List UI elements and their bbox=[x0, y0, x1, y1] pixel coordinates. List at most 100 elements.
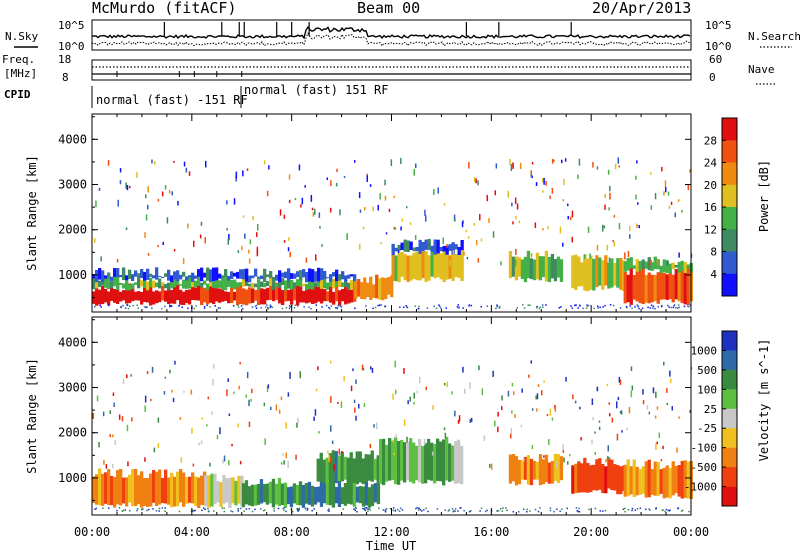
echo-point bbox=[102, 411, 105, 417]
echo-point bbox=[281, 307, 284, 310]
echo-point bbox=[605, 458, 607, 463]
heatmap-cell bbox=[314, 285, 318, 304]
heatmap-cell bbox=[119, 291, 123, 302]
echo-point bbox=[499, 305, 501, 308]
heatmap-cell bbox=[277, 477, 282, 506]
heatmap-cell bbox=[623, 464, 627, 497]
echo-point bbox=[658, 432, 661, 439]
heatmap-cell bbox=[104, 288, 108, 303]
echo-point bbox=[400, 157, 402, 164]
echo-point bbox=[233, 391, 235, 394]
echo-point bbox=[172, 397, 175, 403]
echo-point bbox=[179, 417, 182, 420]
heatmap-cell bbox=[686, 265, 690, 305]
heatmap-cell bbox=[140, 471, 144, 508]
echo-point bbox=[618, 223, 621, 230]
echo-point bbox=[578, 511, 581, 513]
heatmap-cell bbox=[182, 291, 186, 305]
echo-point bbox=[270, 305, 272, 308]
echo-point bbox=[531, 408, 534, 411]
echo-point bbox=[683, 305, 686, 308]
echo-point bbox=[239, 461, 242, 465]
echo-point bbox=[526, 511, 528, 513]
echo-point bbox=[263, 509, 266, 511]
echo-point bbox=[162, 241, 164, 246]
echo-point bbox=[119, 168, 122, 173]
echo-point bbox=[108, 507, 110, 509]
echo-point bbox=[237, 423, 239, 428]
echo-point bbox=[607, 445, 609, 452]
echo-point bbox=[449, 259, 451, 266]
echo-point bbox=[433, 189, 435, 195]
echo-point bbox=[145, 306, 147, 309]
echo-point bbox=[200, 221, 203, 226]
colorbar-frame bbox=[721, 330, 738, 507]
heatmap-cell bbox=[511, 454, 516, 482]
echo-point bbox=[406, 206, 408, 209]
heatmap-cell bbox=[343, 483, 348, 506]
echo-point bbox=[233, 198, 236, 205]
heatmap-cell bbox=[257, 279, 261, 290]
heatmap-cell bbox=[397, 441, 401, 485]
echo-point bbox=[665, 186, 667, 193]
heatmap-cell bbox=[221, 285, 225, 302]
x-tick-labels: 00:00 04:00 08:00 12:00 16:00 20:00 00:00 bbox=[74, 525, 709, 539]
echo-point bbox=[604, 193, 606, 199]
echo-point bbox=[542, 177, 544, 183]
echo-point bbox=[688, 510, 690, 513]
heatmap-cell bbox=[107, 469, 111, 506]
echo-point bbox=[154, 161, 156, 165]
colorbar-segment bbox=[722, 447, 737, 468]
heatmap-cell bbox=[556, 454, 561, 483]
echo-point bbox=[648, 508, 650, 510]
heatmap-cell bbox=[457, 439, 461, 484]
heatmap-cell bbox=[161, 478, 165, 503]
echo-point bbox=[330, 425, 332, 432]
echo-point bbox=[502, 507, 504, 509]
heatmap-cell bbox=[316, 458, 320, 482]
echo-point bbox=[672, 306, 674, 309]
echo-point bbox=[127, 461, 129, 467]
echo-point bbox=[118, 414, 121, 420]
heatmap-cell bbox=[275, 282, 279, 300]
echo-point bbox=[288, 174, 291, 180]
echo-point bbox=[543, 380, 545, 383]
heatmap-cell bbox=[155, 282, 159, 288]
echo-point bbox=[331, 440, 334, 444]
echo-point bbox=[222, 459, 224, 464]
echo-point bbox=[157, 443, 160, 448]
colorbar-tick-label: 8 bbox=[710, 246, 717, 259]
echo-point bbox=[201, 417, 203, 420]
echo-point bbox=[403, 443, 405, 447]
heatmap-cell bbox=[430, 245, 434, 252]
heatmap-cell bbox=[98, 268, 102, 280]
echo-point bbox=[497, 411, 499, 417]
echo-point bbox=[511, 410, 513, 414]
heatmap-cell bbox=[674, 265, 678, 268]
echo-point bbox=[403, 368, 405, 374]
echo-point bbox=[180, 457, 183, 463]
x-tick-label: 16:00 bbox=[473, 525, 509, 539]
heatmap-cell bbox=[308, 284, 312, 303]
echo-point bbox=[358, 192, 361, 199]
colorbar-tick-label: 100 bbox=[697, 383, 717, 396]
heatmap-cell bbox=[659, 265, 663, 274]
echo-point bbox=[213, 510, 215, 512]
echo-point bbox=[327, 450, 329, 454]
echo-point bbox=[425, 507, 427, 509]
heatmap-cell bbox=[529, 458, 534, 486]
echo-point bbox=[330, 180, 332, 187]
echo-point bbox=[113, 402, 115, 407]
echo-point bbox=[144, 457, 146, 462]
echo-point bbox=[579, 406, 581, 410]
echo-point bbox=[572, 394, 574, 400]
echo-point bbox=[359, 243, 361, 250]
echo-point bbox=[510, 164, 513, 171]
heatmap-cell bbox=[384, 278, 388, 300]
echo-point bbox=[117, 199, 119, 207]
echo-point bbox=[355, 507, 357, 510]
echo-point bbox=[204, 237, 206, 244]
echo-point bbox=[562, 450, 565, 453]
heatmap-cell bbox=[325, 457, 329, 484]
heatmap-cell bbox=[95, 285, 99, 306]
